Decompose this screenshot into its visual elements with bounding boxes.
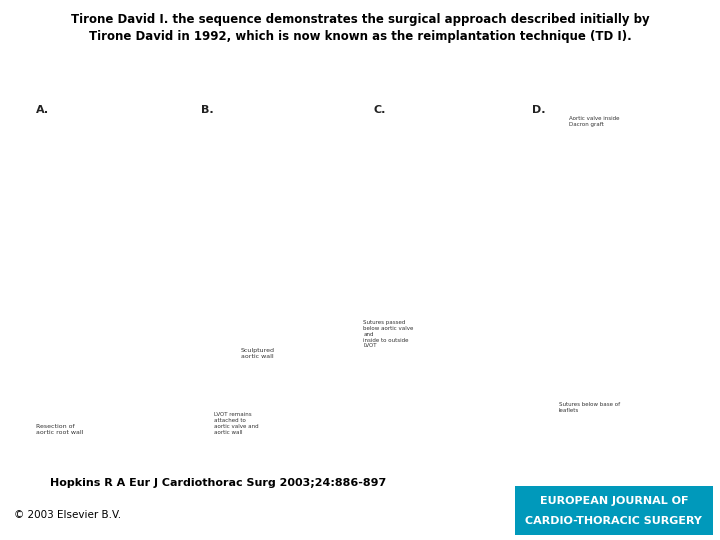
Text: Resection of
aortic root wall: Resection of aortic root wall: [36, 424, 84, 435]
Text: CARDIO-THORACIC SURGERY: CARDIO-THORACIC SURGERY: [526, 516, 702, 526]
Text: B.: B.: [201, 105, 214, 116]
Text: Hopkins R A Eur J Cardiothorac Surg 2003;24:886-897: Hopkins R A Eur J Cardiothorac Surg 2003…: [50, 478, 387, 488]
Text: LVOT remains
attached to
aortic valve and
aortic wall: LVOT remains attached to aortic valve an…: [215, 413, 259, 435]
Text: A.: A.: [36, 105, 49, 116]
Text: © 2003 Elsevier B.V.: © 2003 Elsevier B.V.: [14, 510, 122, 521]
FancyBboxPatch shape: [29, 94, 691, 467]
Text: Sutures passed
below aortic valve
and
inside to outside
LVOT: Sutures passed below aortic valve and in…: [364, 320, 414, 348]
Text: Aortic valve inside
Dacron graft: Aortic valve inside Dacron graft: [569, 116, 619, 127]
Text: EUROPEAN JOURNAL OF: EUROPEAN JOURNAL OF: [539, 496, 688, 505]
FancyBboxPatch shape: [515, 486, 713, 535]
Text: Sutures below base of
leaflets: Sutures below base of leaflets: [559, 402, 620, 413]
Text: Tirone David in 1992, which is now known as the reimplantation technique (TD I).: Tirone David in 1992, which is now known…: [89, 30, 631, 43]
Text: Tirone David I. the sequence demonstrates the surgical approach described initia: Tirone David I. the sequence demonstrate…: [71, 14, 649, 26]
Text: Sculptured
aortic wall: Sculptured aortic wall: [240, 348, 275, 359]
Text: C.: C.: [373, 105, 386, 116]
Text: D.: D.: [532, 105, 546, 116]
